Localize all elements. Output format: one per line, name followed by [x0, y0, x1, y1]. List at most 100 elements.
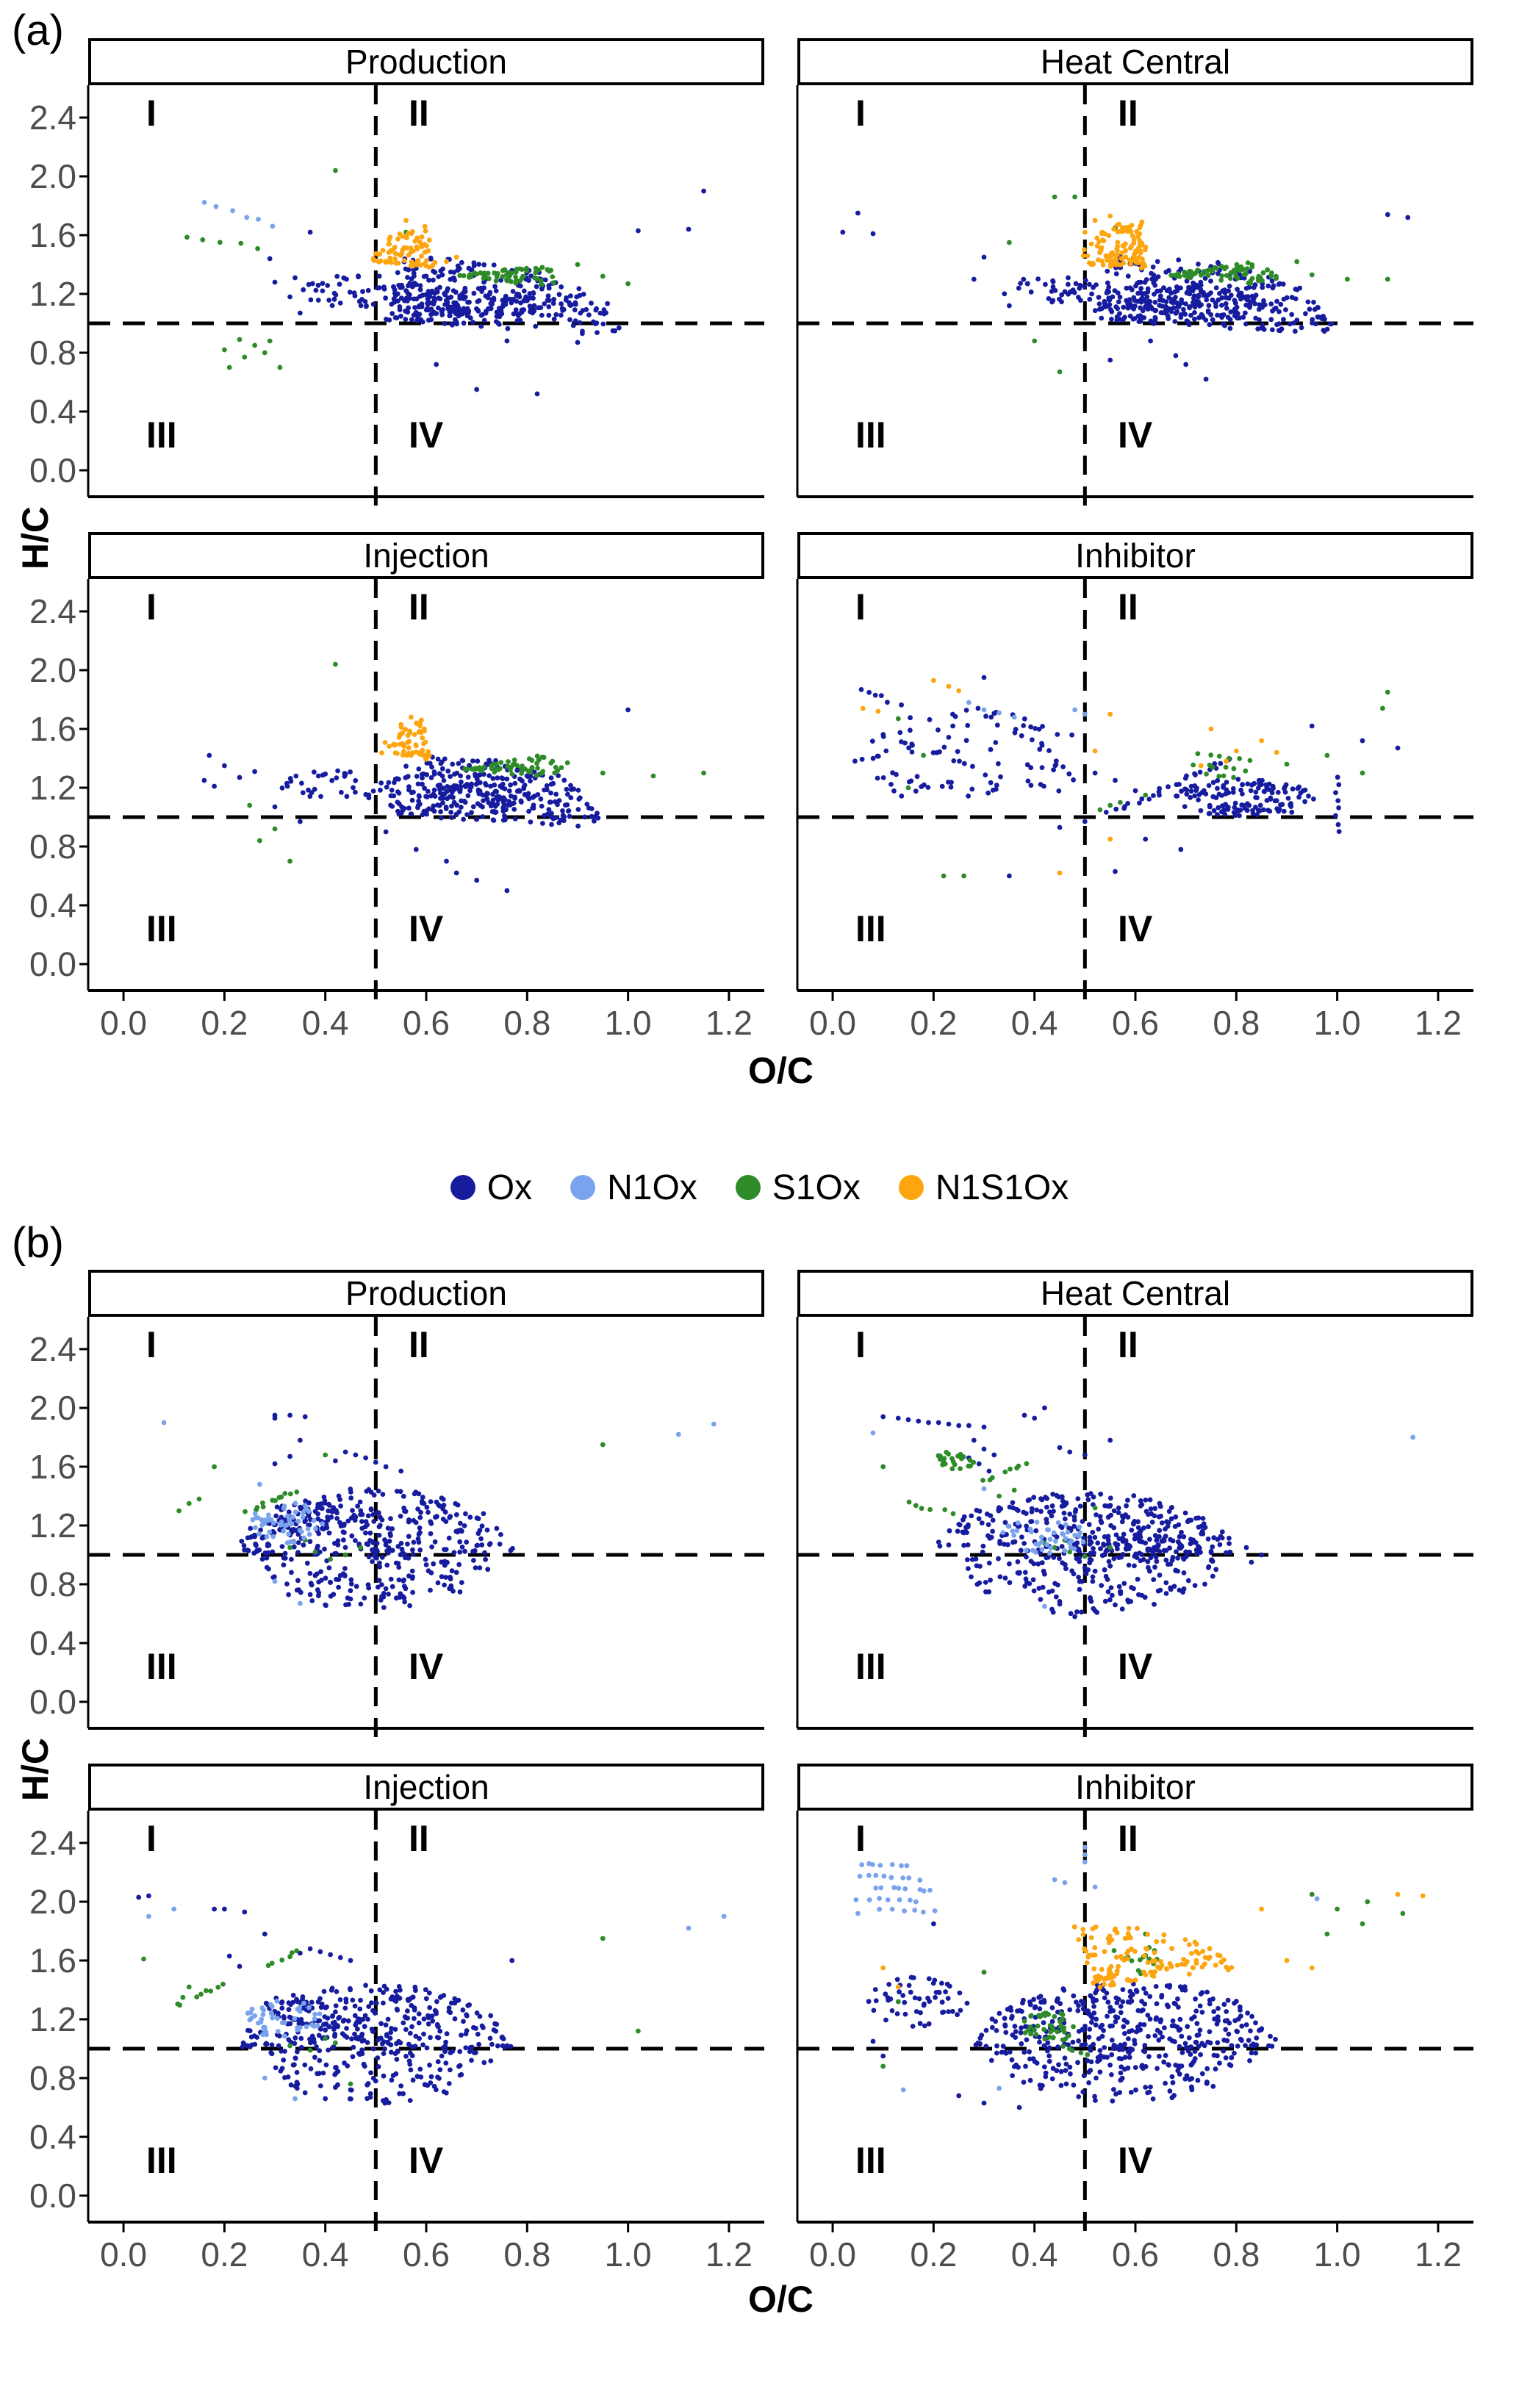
y-tick-label: 2.0	[29, 157, 76, 195]
y-tick-label: 0.8	[29, 334, 76, 372]
quadrant-label-iii: III	[146, 1646, 177, 1687]
legend-label: N1Ox	[607, 1168, 697, 1207]
quadrant-label-iv: IV	[1118, 2140, 1153, 2181]
legend-dot-icon	[898, 1175, 924, 1200]
facet-strip-injection: Injection	[88, 1764, 764, 1811]
x-tick-label: 0.8	[1213, 1004, 1260, 1042]
facet-strip-heat-central: Heat Central	[797, 1270, 1473, 1317]
y-tick-label: 1.2	[29, 275, 76, 313]
y-tick-label: 2.0	[29, 651, 76, 689]
quadrant-label-iii: III	[146, 908, 177, 949]
quadrant-label-iii: III	[855, 2140, 886, 2181]
facet-strip-injection: Injection	[88, 532, 764, 579]
y-tick-label: 0.0	[29, 945, 76, 983]
x-tick-label: 0.0	[809, 2235, 857, 2274]
quadrant-label-ii: II	[409, 1818, 429, 1859]
x-tick-label: 1.2	[705, 2235, 753, 2274]
x-tick-label: 0.6	[403, 2235, 450, 2274]
y-tick-label: 1.6	[29, 1941, 76, 1980]
legend-label: S1Ox	[772, 1168, 861, 1207]
x-tick-label: 1.0	[1313, 2235, 1361, 2274]
quadrant-label-iv: IV	[1118, 414, 1153, 456]
quadrant-label-iii: III	[146, 414, 177, 456]
legend-item-ox: Ox	[450, 1168, 532, 1208]
y-tick-label: 0.4	[29, 2118, 76, 2156]
quadrant-label-ii: II	[409, 93, 429, 134]
facet-strip-inhibitor: Inhibitor	[797, 532, 1473, 579]
y-axis-title-b: H/C	[15, 1737, 56, 1802]
legend: Ox N1Ox S1Ox N1S1Ox	[0, 1161, 1519, 1214]
legend-item-n1s1ox: N1S1Ox	[898, 1168, 1069, 1208]
y-tick-label: 0.8	[29, 1565, 76, 1603]
x-tick-label: 1.0	[1313, 1004, 1361, 1042]
y-tick-label: 2.4	[29, 592, 76, 630]
x-tick-label: 0.4	[301, 1004, 349, 1042]
quadrant-label-iii: III	[855, 1646, 886, 1687]
quadrant-label-i: I	[146, 1324, 157, 1365]
x-axis-title-a: O/C	[748, 1050, 814, 1091]
legend-label: Ox	[486, 1168, 533, 1207]
quadrant-label-i: I	[855, 1324, 866, 1365]
y-tick-label: 0.0	[29, 1683, 76, 1721]
facet-strip-heat-central: Heat Central	[797, 38, 1473, 85]
x-tick-label: 1.2	[705, 1004, 753, 1042]
legend-item-s1ox: S1Ox	[735, 1168, 861, 1208]
quadrant-label-iv: IV	[409, 908, 444, 949]
quadrant-label-ii: II	[1118, 1324, 1138, 1365]
x-tick-label: 0.0	[809, 1004, 857, 1042]
x-tick-label: 0.8	[503, 2235, 551, 2274]
quadrant-label-i: I	[855, 1818, 866, 1859]
quadrant-label-iv: IV	[409, 2140, 444, 2181]
quadrant-label-i: I	[146, 1818, 157, 1859]
panel-b-label: (b)	[12, 1219, 64, 1267]
facet-strip-production: Production	[88, 38, 764, 85]
x-tick-label: 0.2	[201, 2235, 248, 2274]
quadrant-label-ii: II	[1118, 586, 1138, 628]
y-tick-label: 1.2	[29, 1506, 76, 1545]
x-tick-label: 0.4	[1010, 2235, 1058, 2274]
facet-strip-production: Production	[88, 1270, 764, 1317]
x-tick-label: 0.2	[910, 2235, 958, 2274]
quadrant-label-i: I	[146, 586, 157, 628]
legend-dot-icon	[570, 1175, 596, 1200]
scatter-points	[161, 1412, 717, 1610]
quadrant-label-ii: II	[409, 586, 429, 628]
quadrant-label-i: I	[855, 93, 866, 134]
y-tick-label: 0.4	[29, 886, 76, 924]
quadrant-label-ii: II	[1118, 93, 1138, 134]
x-tick-label: 0.6	[1112, 1004, 1159, 1042]
x-tick-label: 0.8	[1213, 2235, 1260, 2274]
scatter-points	[136, 1893, 727, 2106]
scatter-points	[201, 661, 706, 894]
panel-a-label: (a)	[12, 7, 64, 54]
legend-label: N1S1Ox	[935, 1168, 1069, 1207]
x-tick-label: 0.8	[503, 1004, 551, 1042]
x-tick-label: 0.6	[1112, 2235, 1159, 2274]
x-tick-label: 0.0	[100, 2235, 148, 2274]
quadrant-label-iv: IV	[1118, 908, 1153, 949]
y-tick-label: 2.4	[29, 98, 76, 137]
y-tick-label: 2.0	[29, 1883, 76, 1921]
scatter-points	[840, 194, 1411, 382]
x-tick-label: 0.0	[100, 1004, 148, 1042]
x-tick-label: 0.4	[301, 2235, 349, 2274]
y-tick-label: 2.0	[29, 1389, 76, 1427]
y-tick-label: 0.4	[29, 1624, 76, 1662]
x-tick-label: 1.2	[1414, 2235, 1462, 2274]
legend-dot-icon	[735, 1175, 761, 1200]
legend-item-n1ox: N1Ox	[570, 1168, 697, 1208]
y-tick-label: 0.8	[29, 2059, 76, 2097]
y-tick-label: 1.6	[29, 216, 76, 254]
legend-dot-icon	[450, 1175, 475, 1200]
x-tick-label: 1.2	[1414, 1004, 1462, 1042]
quadrant-label-i: I	[146, 93, 157, 134]
scatter-points	[852, 675, 1401, 879]
